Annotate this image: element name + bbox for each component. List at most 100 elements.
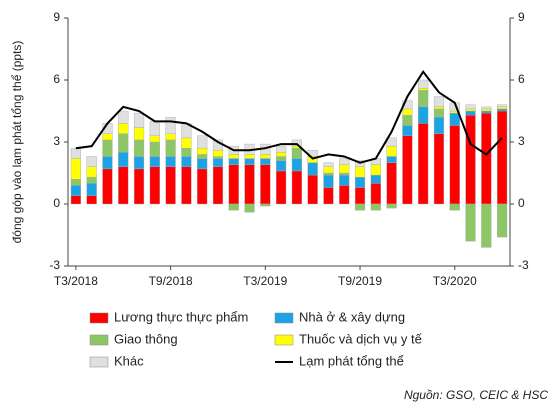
legend-label: Thuốc và dịch vụ y tế — [299, 331, 423, 346]
legend-label: Lạm phát tổng thể — [299, 353, 404, 368]
bar-segment — [323, 172, 334, 176]
bar-segment — [165, 133, 176, 141]
bar-segment — [70, 185, 81, 196]
bar-segment — [212, 156, 224, 159]
bar-segment — [386, 203, 397, 209]
bar-segment — [323, 174, 334, 188]
bar-segment — [433, 133, 445, 205]
bar-segment — [307, 174, 318, 205]
bar-segment — [497, 108, 508, 112]
bar-segment — [481, 110, 492, 114]
x-tick-label: T3/2019 — [243, 274, 287, 288]
bar-segment — [323, 162, 334, 168]
bar-segment — [465, 104, 476, 110]
bar-segment — [386, 145, 397, 157]
y-tick-label: 3 — [53, 134, 60, 148]
legend-swatch — [274, 312, 294, 324]
bar-segment — [354, 176, 366, 188]
y2-tick-label: -3 — [518, 258, 529, 272]
legend-label: Nhà ở & xây dựng — [299, 309, 405, 324]
y-tick-label: 6 — [53, 72, 60, 86]
bar-segment — [228, 203, 239, 211]
bar-segment — [212, 150, 224, 157]
bar-segment — [449, 203, 460, 211]
legend-swatch — [89, 356, 109, 368]
bar-segment — [433, 108, 445, 118]
bar-segment — [276, 152, 287, 157]
x-tick-label: T3/2020 — [433, 274, 477, 288]
bar-segment — [102, 168, 113, 205]
bar-segment — [276, 160, 287, 172]
bar-segment — [465, 114, 476, 205]
y2-tick-label: 3 — [518, 134, 525, 148]
bar-segment — [260, 203, 271, 207]
bar-segment — [323, 187, 334, 205]
bar-segment — [197, 147, 208, 155]
bar-segment — [386, 162, 397, 205]
bar-segment — [228, 154, 239, 159]
bar-segment — [133, 127, 145, 141]
x-tick-label: T9/2018 — [149, 274, 193, 288]
bar-segment — [102, 133, 113, 141]
bar-segment — [86, 176, 97, 184]
bar-segment — [481, 203, 492, 248]
bar-segment — [418, 88, 429, 91]
bar-segment — [86, 183, 97, 196]
y2-tick-label: 6 — [518, 72, 525, 86]
bar-segment — [70, 147, 81, 159]
bar-segment — [418, 123, 429, 205]
bar-segment — [339, 164, 350, 174]
bar-segment — [149, 166, 160, 205]
bar-segment — [497, 110, 508, 205]
bar-segment — [339, 158, 350, 165]
bar-segment — [402, 114, 413, 126]
bar-segment — [118, 166, 129, 205]
bar-segment — [133, 139, 145, 157]
bar-segment — [197, 168, 208, 205]
bar-segment — [228, 158, 239, 165]
bar-segment — [181, 156, 192, 167]
bar-segment — [402, 135, 413, 205]
bar-segment — [481, 108, 492, 112]
bar-segment — [133, 156, 145, 170]
bar-segment — [291, 147, 302, 159]
legend-label: Khác — [114, 353, 144, 368]
bar-segment — [449, 125, 460, 205]
bar-segment — [370, 174, 381, 184]
bar-segment — [433, 106, 445, 110]
bar-segment — [354, 166, 366, 178]
x-tick-label: T3/2018 — [54, 274, 98, 288]
bar-segment — [197, 135, 208, 149]
bar-segment — [276, 156, 287, 161]
bar-segment — [386, 137, 397, 147]
bar-segment — [260, 154, 271, 159]
bar-segment — [339, 185, 350, 205]
bar-segment — [181, 166, 192, 205]
bar-segment — [212, 166, 224, 205]
bar-segment — [291, 139, 302, 147]
bar-segment — [149, 121, 160, 137]
bar-segment — [165, 166, 176, 205]
bar-segment — [118, 152, 129, 167]
bar-segment — [181, 137, 192, 149]
bar-segment — [433, 116, 445, 134]
bar-segment — [133, 112, 145, 128]
bar-segment — [149, 135, 160, 143]
y-tick-label: -3 — [49, 258, 60, 272]
bar-segment — [165, 139, 176, 157]
bar-segment — [133, 168, 145, 205]
bar-segment — [276, 170, 287, 205]
bar-segment — [433, 96, 445, 108]
bar-segment — [197, 158, 208, 170]
bar-segment — [260, 164, 271, 205]
legend-label: Giao thông — [114, 331, 178, 346]
bar-segment — [244, 158, 255, 165]
bar-segment — [212, 158, 224, 168]
bar-segment — [291, 158, 302, 172]
bar-segment — [402, 125, 413, 137]
bar-segment — [86, 195, 97, 205]
bar-segment — [165, 156, 176, 167]
bar-segment — [481, 106, 492, 110]
bar-segment — [70, 158, 81, 180]
